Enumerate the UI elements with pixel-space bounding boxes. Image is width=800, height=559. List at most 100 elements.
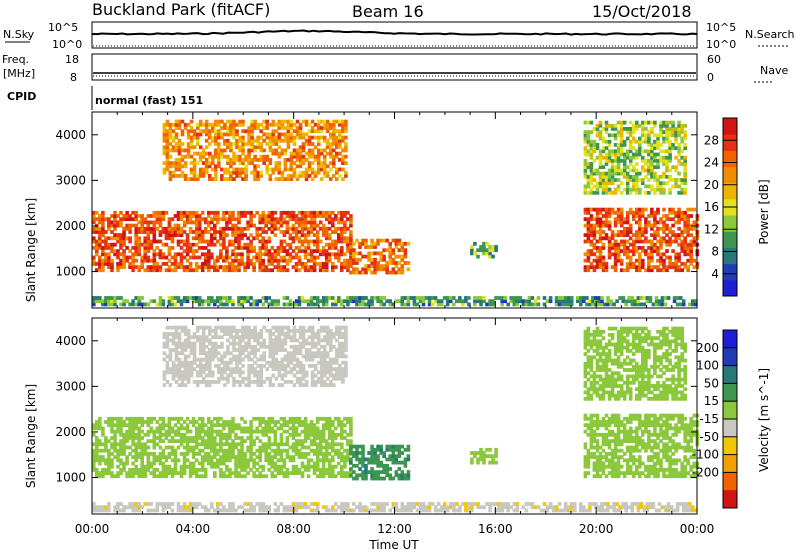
cell-main-band [98, 455, 102, 459]
cell-main-band [274, 211, 278, 215]
noise-panel: N.Sky 10^5 10^0 10^5 10^0 N.Search [3, 21, 795, 51]
cell-main-band [204, 468, 208, 472]
cell-dawn-main [593, 217, 597, 221]
cell-upper-hop [220, 342, 224, 346]
cell-main-band [240, 227, 244, 231]
cell-main-band [228, 227, 232, 231]
cell-upper-hop [302, 142, 306, 146]
cell-upper-hop [184, 161, 188, 165]
cell-near-range [119, 303, 123, 307]
cell-main-band [180, 417, 184, 421]
cell-main-band [240, 427, 244, 431]
cell-dawn-main [677, 227, 681, 231]
cell-near-range [277, 299, 281, 303]
cell-main-band [131, 462, 135, 466]
cell-main-band [264, 265, 268, 269]
cell-dawn-main [641, 208, 645, 212]
cell-dawn-main [629, 243, 633, 247]
cell-dawn-main [641, 240, 645, 244]
cell-near-range [570, 296, 574, 300]
cell-near-range [352, 296, 356, 300]
cell-near-range [192, 296, 196, 300]
cell-main-band [143, 442, 147, 446]
cell-near-range [204, 299, 208, 303]
cell-main-band [289, 252, 293, 256]
cell-upper-hop [253, 380, 257, 384]
cell-main-band [131, 211, 135, 215]
cell-upper-hop [302, 133, 306, 137]
cell-post-sunset [407, 267, 411, 271]
cell-upper-hop [314, 171, 318, 175]
cell-dawn-main [620, 259, 624, 263]
cell-near-range [313, 296, 317, 300]
cell-main-band [156, 455, 160, 459]
cell-upper-hop [211, 370, 215, 374]
cell-main-band [334, 265, 338, 269]
cell-dawn-main [629, 236, 633, 240]
cell-main-band [289, 233, 293, 237]
cell-dawn-main [665, 256, 669, 260]
cell-near-range [582, 296, 586, 300]
nsearch-top-exp: 10^5 [706, 21, 736, 34]
cell-upper-hop [169, 326, 173, 330]
cell-upper-hop [344, 326, 348, 330]
cell-dawn-main [629, 249, 633, 253]
cell-main-band [180, 423, 184, 427]
cell-upper-hop [205, 380, 209, 384]
cell-dawn-main [653, 230, 657, 234]
cell-upper-hop [241, 158, 245, 162]
cell-upper-hop [302, 120, 306, 124]
cell-upper-hop [235, 129, 239, 133]
cell-dawn-upper [593, 159, 597, 163]
cell-upper-hop [314, 145, 318, 149]
cell-main-band [301, 249, 305, 253]
cell-dawn-upper [605, 153, 609, 157]
cell-main-band [252, 471, 256, 475]
cell-upper-hop [338, 168, 342, 172]
cell-upper-hop [290, 380, 294, 384]
cell-main-band [192, 462, 196, 466]
cell-upper-hop [241, 358, 245, 362]
cell-upper-hop [265, 329, 269, 333]
cell-main-band [307, 474, 311, 478]
cell-main-band [192, 221, 196, 225]
cell-upper-hop [241, 364, 245, 368]
cell-post-sunset [388, 271, 392, 275]
cell-dawn-main [665, 249, 669, 253]
cell-upper-hop [262, 339, 266, 343]
power-panel [92, 112, 699, 308]
cell-dawn-main [668, 256, 672, 260]
cell-dawn-upper [683, 188, 687, 192]
cell-upper-hop [290, 133, 294, 137]
cell-dawn-upper [605, 121, 609, 125]
cell-dawn-main [617, 243, 621, 247]
cell-upper-hop [253, 345, 257, 349]
cell-dawn-main [641, 259, 645, 263]
cell-main-band [213, 471, 217, 475]
cell-main-band [162, 417, 166, 421]
cell-post-sunset [404, 248, 408, 252]
cell-upper-hop [205, 158, 209, 162]
cell-main-band [156, 252, 160, 256]
cell-main-band [349, 214, 353, 218]
cell-main-band [131, 449, 135, 453]
cell-upper-hop [217, 326, 221, 330]
cell-main-band [143, 268, 147, 272]
cell-near-range [618, 296, 622, 300]
cell-dawn-main [677, 265, 681, 269]
cell-main-band [301, 430, 305, 434]
cell-main-band [304, 417, 308, 421]
cell-main-band [252, 458, 256, 462]
cell-near-range [140, 296, 144, 300]
cell-upper-hop [265, 345, 269, 349]
cell-dawn-upper [653, 153, 657, 157]
cell-main-band [192, 446, 196, 450]
cell-main-band [107, 217, 111, 221]
cell-main-band [216, 430, 220, 434]
cell-main-band [143, 420, 147, 424]
cell-main-band [301, 262, 305, 266]
cell-upper-hop [217, 142, 221, 146]
cell-upper-hop [265, 133, 269, 137]
cell-upper-hop [241, 136, 245, 140]
cell-main-band [289, 455, 293, 459]
